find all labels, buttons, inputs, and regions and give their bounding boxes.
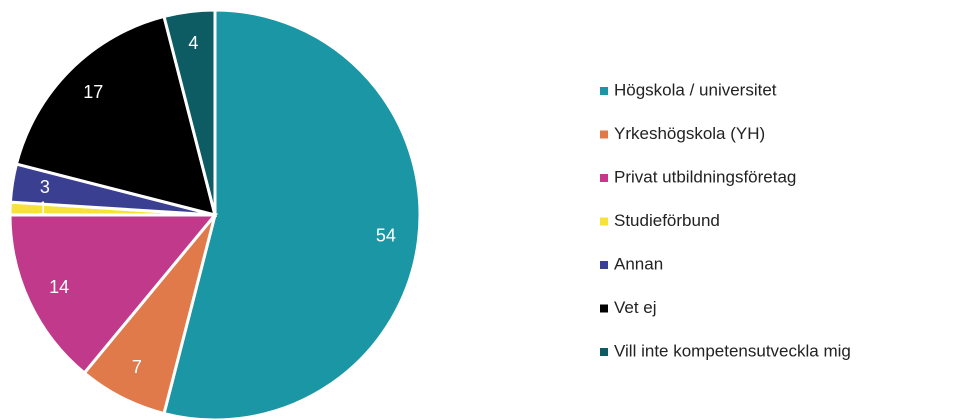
legend-label: Privat utbildningsföretag [614, 167, 796, 186]
pie-slice [14, 14, 218, 218]
data-label: 54 [376, 225, 396, 245]
legend-swatch [600, 261, 608, 269]
data-label: 7 [132, 357, 142, 377]
legend-swatch [600, 174, 608, 182]
legend-label: Vill inte kompetensutveckla mig [614, 341, 851, 360]
pie-slice [162, 8, 422, 420]
legend-label: Högskola / universitet [614, 80, 777, 99]
legend-label: Annan [614, 254, 663, 273]
data-label: 14 [49, 277, 69, 297]
legend-swatch [600, 304, 608, 313]
legend-label: Vet ej [614, 298, 657, 317]
legend-label: Studieförbund [614, 211, 720, 230]
pie-slice [162, 8, 217, 216]
data-label: 17 [83, 82, 103, 102]
data-label: 4 [188, 33, 198, 53]
legend-label: Yrkeshögskola (YH) [614, 124, 765, 143]
data-label: 1 [38, 198, 48, 218]
legend-swatch [600, 130, 608, 139]
pie-slice [8, 213, 219, 376]
data-label: 3 [40, 177, 50, 197]
legend-swatch [600, 87, 608, 95]
legend-swatch [600, 217, 608, 226]
legend-swatch [600, 348, 608, 356]
